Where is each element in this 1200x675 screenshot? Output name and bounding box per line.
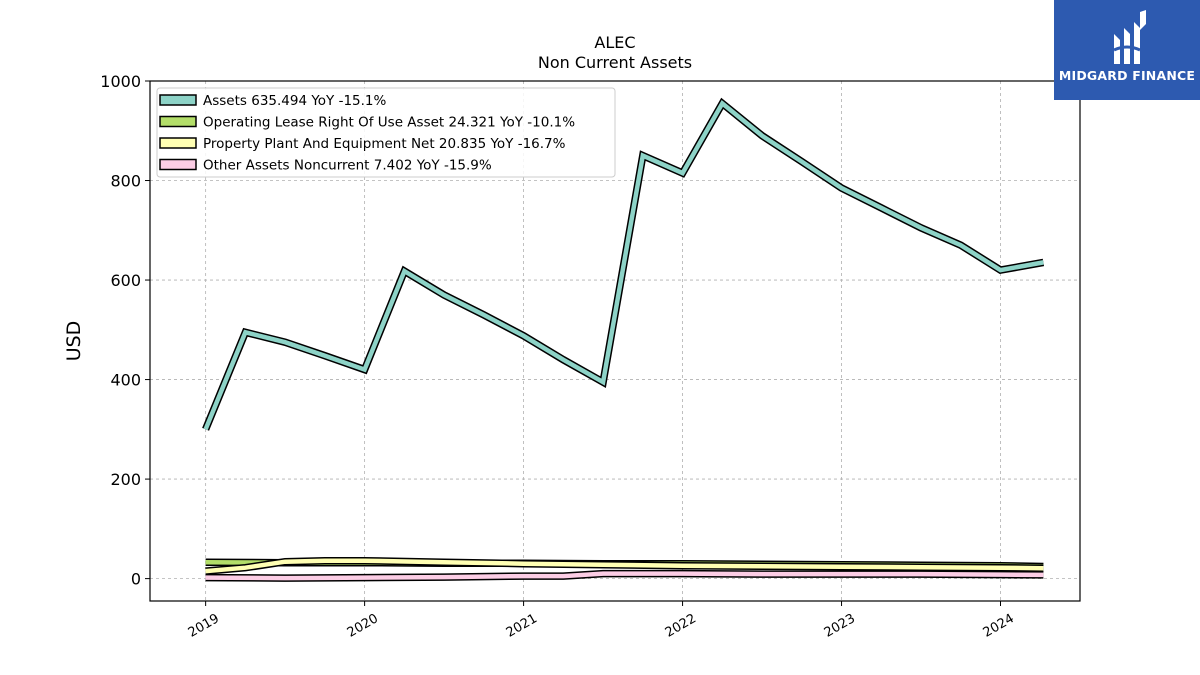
series-line (205, 558, 1044, 574)
legend-box (156, 87, 616, 178)
x-tick-label: 2019 (186, 611, 222, 641)
legend-swatch (159, 158, 197, 171)
legend: Assets 635.494 YoY -15.1% Operating Lease… (156, 87, 616, 178)
y-tick-label: 400 (110, 371, 141, 390)
series-line (205, 571, 1044, 581)
brand-logo: MIDGARD FINANCE (1054, 0, 1200, 100)
series-line (203, 99, 1044, 431)
series-layer (202, 97, 1045, 582)
y-tick-label: 1000 (100, 72, 141, 91)
x-tick-label: 2023 (822, 611, 858, 641)
x-tick-label: 2024 (981, 611, 1017, 641)
legend-swatch (159, 94, 197, 106)
chart-title: ALEC (594, 33, 635, 52)
x-tick-label: 2020 (345, 611, 381, 641)
y-axis-label: USD (63, 321, 85, 362)
legend-entry: Assets 635.494 YoY -15.1% (203, 93, 387, 109)
legend-entry: Other Assets Noncurrent 7.402 YoY -15.9% (203, 158, 492, 174)
y-tick-label: 0 (131, 570, 141, 589)
plot-frame (149, 80, 1081, 602)
y-tick-label: 800 (110, 172, 141, 191)
logo-text: MIDGARD FINANCE (1058, 68, 1196, 83)
legend-entry: Operating Lease Right Of Use Asset 24.32… (203, 115, 575, 131)
legend-swatch (159, 115, 197, 128)
y-tick-label: 600 (110, 271, 141, 290)
legend-swatch (159, 137, 197, 149)
x-tick-label: 2022 (663, 611, 699, 641)
y-tick-label: 200 (110, 470, 141, 489)
legend-entry: Property Plant And Equipment Net 20.835 … (203, 136, 566, 152)
x-tick-label: 2021 (504, 611, 540, 641)
chart-subtitle: Non Current Assets (538, 53, 692, 72)
logo-mark-icon (1054, 0, 1200, 100)
